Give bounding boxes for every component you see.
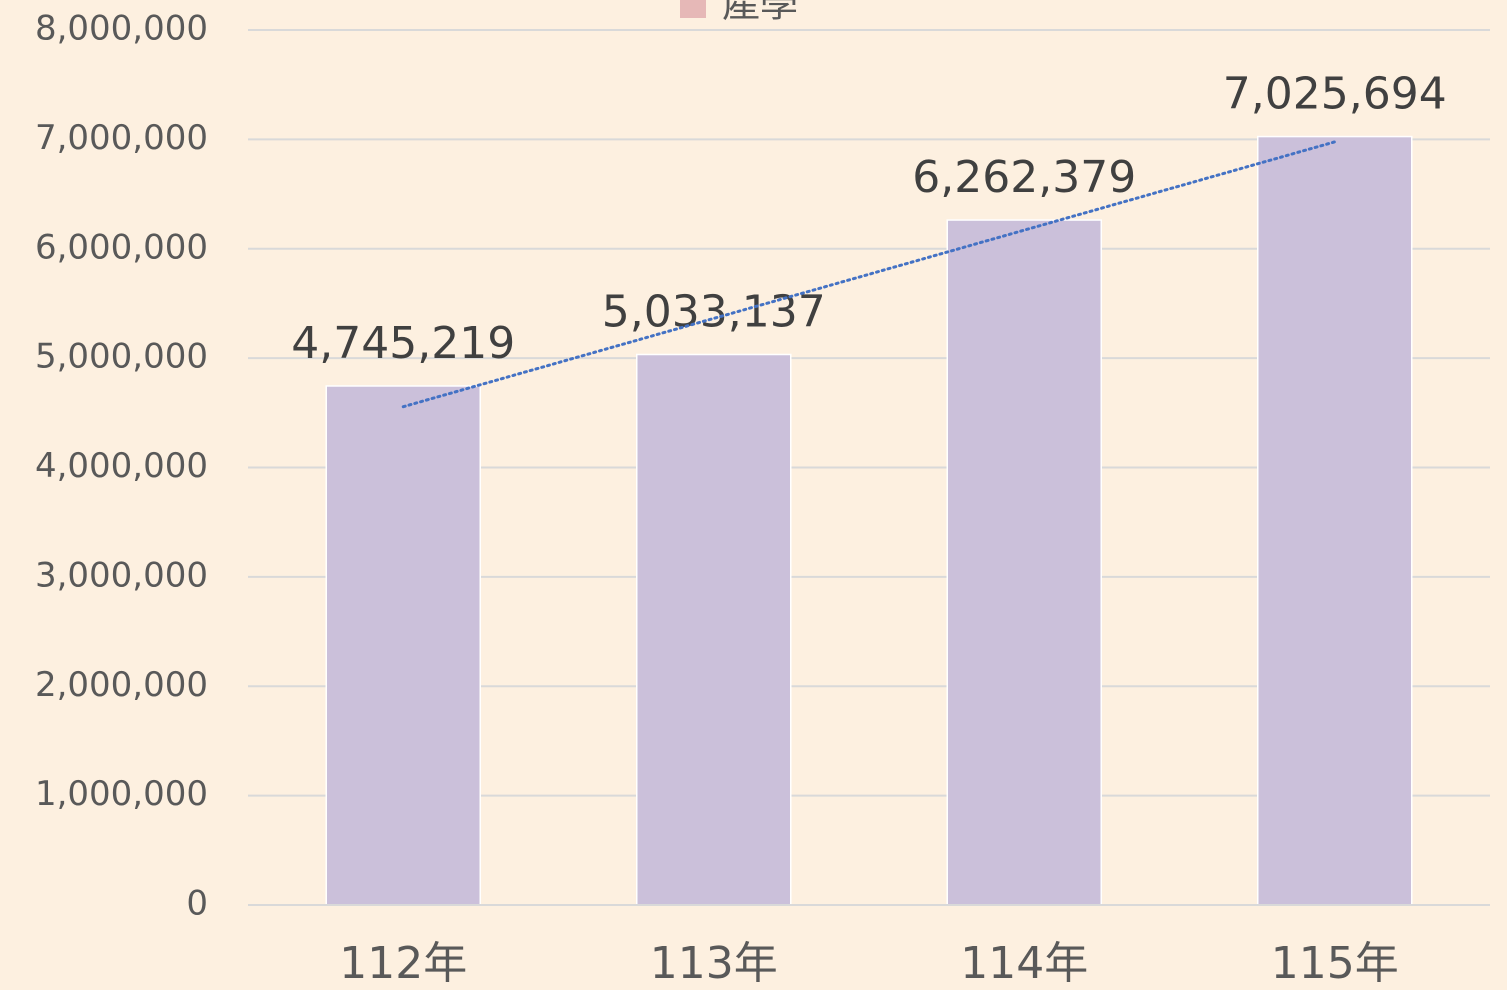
y-tick-label: 8,000,000 (35, 9, 208, 49)
legend-label: 產學 (722, 0, 798, 26)
x-tick-label: 114年 (960, 938, 1088, 989)
x-tick-label: 113年 (650, 938, 778, 989)
y-tick-label: 1,000,000 (35, 774, 208, 814)
y-tick-label: 6,000,000 (35, 227, 208, 267)
y-tick-label: 2,000,000 (35, 665, 208, 705)
x-tick-label: 112年 (339, 938, 467, 989)
bar (325, 385, 481, 906)
y-tick-label: 3,000,000 (35, 555, 208, 595)
bar (1257, 135, 1413, 906)
bar (946, 219, 1102, 906)
data-label: 6,262,379 (912, 152, 1136, 203)
y-tick-label: 7,000,000 (35, 118, 208, 158)
y-tick-label: 0 (186, 884, 208, 924)
trendline (401, 140, 1337, 409)
legend-swatch (680, 0, 706, 18)
x-tick-label: 115年 (1271, 938, 1399, 989)
y-tick-label: 5,000,000 (35, 337, 208, 377)
data-label: 5,033,137 (602, 287, 826, 338)
data-label: 4,745,219 (291, 318, 515, 369)
bar (636, 353, 792, 906)
y-tick-label: 4,000,000 (35, 446, 208, 486)
data-label: 7,025,694 (1223, 69, 1447, 120)
